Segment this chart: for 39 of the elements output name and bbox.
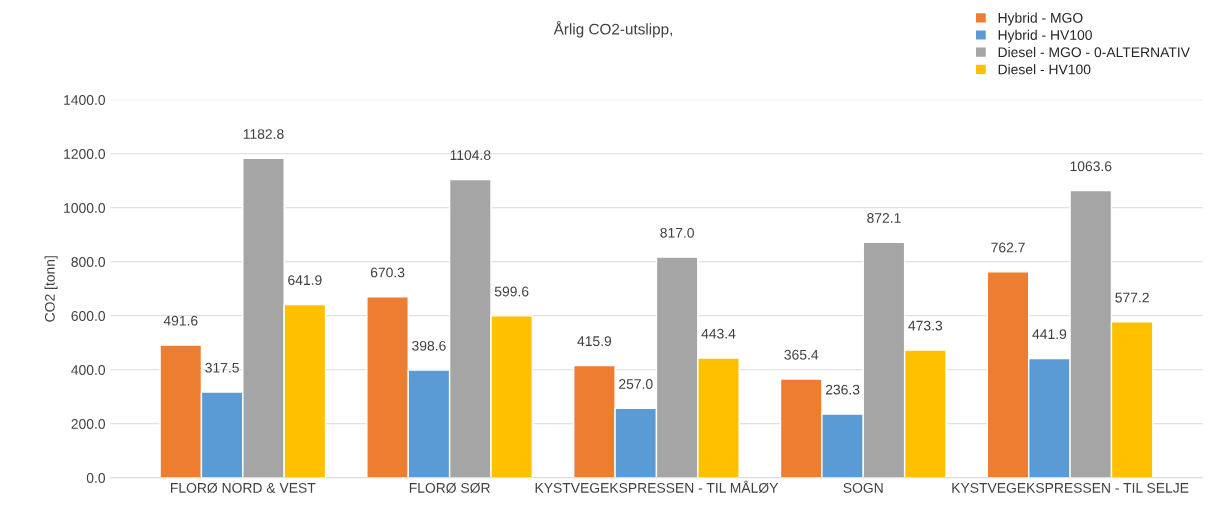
data-label: 641.9: [288, 275, 322, 286]
y-tick-label: 400.0: [71, 365, 106, 375]
chart-title: Årlig CO2-utslipp,: [553, 21, 672, 38]
y-tick-label: 1000.0: [64, 203, 106, 213]
y-tick-label: 0.0: [86, 473, 106, 483]
data-label: 365.4: [784, 349, 819, 360]
data-label: 599.6: [494, 286, 529, 297]
data-label: 762.7: [991, 242, 1025, 253]
data-label: 398.6: [412, 340, 446, 351]
data-label: 670.3: [370, 267, 405, 278]
x-tick-label: SOGN: [843, 482, 883, 493]
legend-label: Hybrid - HV100: [998, 29, 1092, 43]
data-label: 1182.8: [243, 129, 284, 139]
data-label: 257.0: [619, 379, 653, 389]
x-tick-label: FLORØ SØR: [409, 482, 490, 494]
data-label: 491.6: [163, 315, 198, 326]
x-tick-label: FLORØ NORD & VEST: [171, 482, 316, 494]
y-tick-label: 1200.0: [64, 149, 106, 159]
y-tick-label: 800.0: [71, 257, 106, 267]
legend-label: Diesel - MGO - 0-ALTERNATIV: [998, 46, 1190, 58]
data-label: 872.1: [867, 213, 901, 223]
data-label: 1104.8: [450, 150, 491, 161]
y-axis-title: CO2 [tonn]: [44, 256, 58, 322]
data-label: 1063.6: [1070, 161, 1112, 172]
x-tick-label: KYSTVEGEKSPRESSEN - TIL SELJE: [952, 482, 1189, 493]
data-label: 236.3: [825, 384, 860, 395]
data-label: 317.5: [205, 362, 239, 373]
legend-label: Hybrid - MGO: [998, 12, 1083, 26]
data-label: 817.0: [660, 227, 694, 238]
data-label: 415.9: [577, 336, 612, 347]
x-tick-label: KYSTVEGEKSPRESSEN - TIL MÅLØY: [535, 480, 779, 494]
legend-label: Diesel - HV100: [998, 64, 1091, 75]
data-label: 473.3: [908, 320, 943, 331]
data-label: 443.4: [701, 328, 736, 339]
data-label: 577.2: [1115, 292, 1149, 303]
y-tick-label: 1400.0: [64, 95, 106, 105]
y-tick-label: 200.0: [71, 419, 106, 429]
y-tick-label: 600.0: [71, 311, 106, 321]
data-label: 441.9: [1032, 329, 1067, 340]
